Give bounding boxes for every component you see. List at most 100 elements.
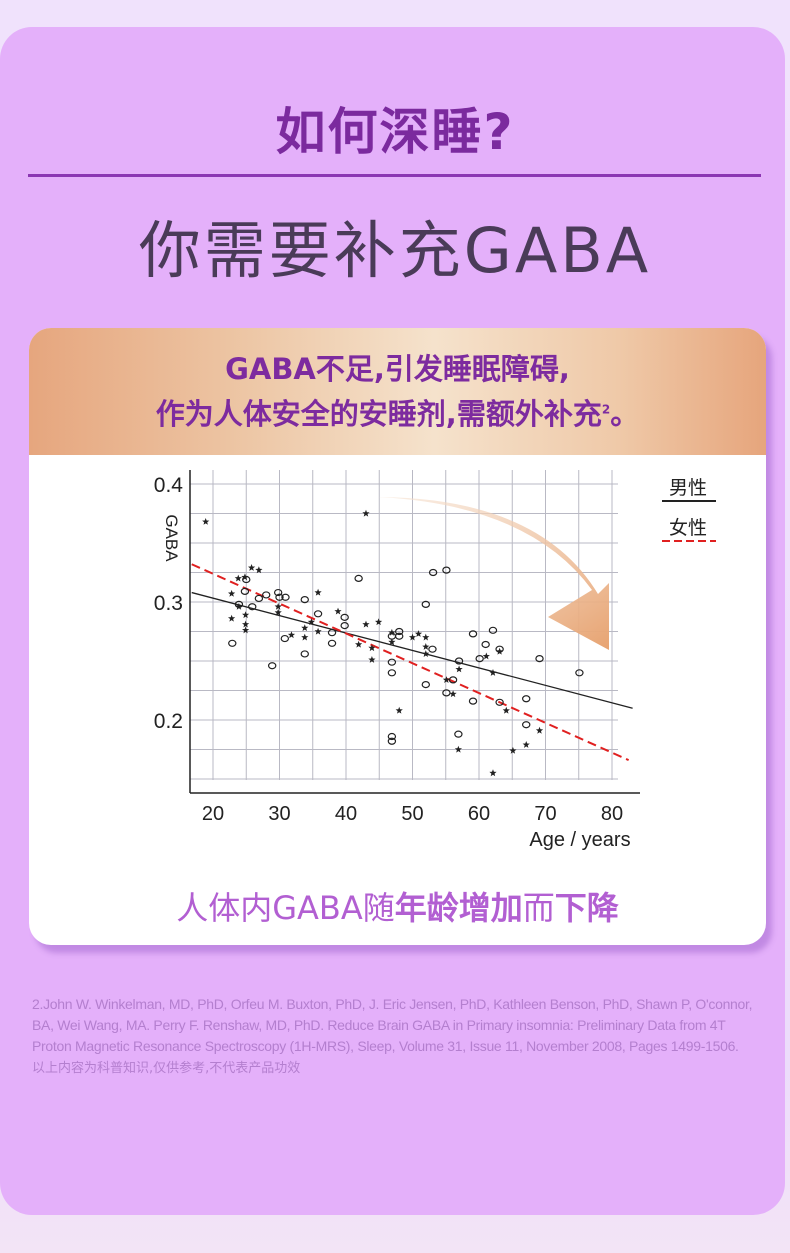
data-point-star [422,643,430,650]
data-point-star [242,626,250,634]
headline-2: 作为人体安全的安睡剂,需额外补充2。 [29,391,766,433]
x-axis-label: Age / years [529,829,630,851]
data-point-circle [387,732,397,741]
data-point-star [522,741,530,748]
data-point-circle [228,639,237,647]
citation: 2.John W. Winkelman, MD, PhD, Orfeu M. B… [32,996,753,1054]
data-point-star [301,624,309,631]
data-point-circle [495,645,504,653]
headline-1: GABA不足,引发睡眠障碍, [225,352,570,386]
data-point-star [228,589,236,597]
data-point-circle [281,593,290,601]
x-tick-label: 20 [202,803,224,825]
data-point-circle [468,697,478,705]
caption-part: 人体内GABA随 [176,889,395,927]
caption-part: 而 [522,889,555,927]
footer: 2.John W. Winkelman, MD, PhD, Orfeu M. B… [32,994,767,1079]
trend-line-male [191,591,633,709]
data-point-circle [575,669,584,677]
data-point-circle [240,587,250,595]
x-tick-label: 60 [468,803,490,825]
data-point-circle [421,680,430,689]
data-point-circle [267,662,277,670]
data-point-star [202,518,210,525]
data-point-star [362,509,370,517]
data-point-circle [242,575,251,584]
data-point-star [449,690,457,698]
x-tick-label: 40 [335,803,357,825]
card-header: GABA不足,引发睡眠障碍, 作为人体安全的安睡剂,需额外补充2。 [29,328,766,455]
data-point-star [388,638,396,646]
data-point-circle [327,639,337,647]
data-point-circle [454,657,464,665]
data-point-circle [495,698,504,706]
data-point-circle [327,629,337,637]
data-point-star [395,706,403,714]
data-point-circle [300,596,309,604]
x-tick-label: 80 [601,803,623,825]
data-point-circle [442,689,451,697]
data-point-star [414,630,423,637]
data-point-star [496,647,504,655]
data-point-star [234,574,242,582]
gaba-age-scatter-chart: 20 30 40 50 60 70 80 0.2 0.3 0.4 GABA Age / years… [154,470,716,851]
data-point-circle [454,730,463,738]
headline-2-end: 。 [610,397,640,431]
data-point-star [242,611,250,619]
data-point-star [287,631,296,639]
chart-card: GABA不足,引发睡眠障碍, 作为人体安全的安睡剂,需额外补充2。 人体内GAB… [29,328,766,945]
data-point-circle [234,600,244,608]
data-point-circle [428,568,438,577]
y-tick-label: 0.4 [154,474,184,497]
data-point-circle [387,669,397,677]
data-point-circle [280,634,290,643]
data-point-star [375,618,383,626]
data-point-star [422,633,430,641]
data-point-circle [448,676,458,684]
headline-2-text: 作为人体安全的安睡剂,需额外补充 [155,397,602,431]
data-point-star [301,633,309,641]
data-point-circle [313,610,323,618]
y-tick-label: 0.2 [154,710,183,733]
data-point-star [274,602,282,610]
data-point-star [368,644,376,652]
page-title: 如何深睡? [275,103,515,161]
legend-female-label: 女性 [669,517,707,539]
data-point-star [482,652,490,660]
data-point-circle [395,632,404,640]
data-point-circle [300,650,309,658]
page-subtitle: 你需要补充GABA [138,214,652,287]
data-point-star [422,650,430,657]
data-point-circle [387,658,397,666]
y-tick-label: 0.3 [154,592,183,615]
data-point-star [368,656,376,663]
data-point-circle [442,566,451,574]
data-point-star [355,640,363,648]
axes: 20 30 40 50 60 70 80 0.2 0.3 0.4 [154,470,640,825]
data-point-star [228,614,236,622]
data-point-star [274,608,282,616]
data-point-circle [522,695,531,703]
legend-male-label: 男性 [669,477,707,499]
data-point-circle [340,621,349,630]
data-point-circle [488,626,498,634]
y-axis-label: GABA [162,514,181,562]
data-point-star [248,564,256,571]
data-point-circle [395,627,404,636]
data-point-circle [340,613,349,621]
data-point-circle [522,721,531,729]
data-point-star [334,607,342,615]
data-point-star [455,665,463,673]
x-tick-label: 70 [534,803,556,825]
data-point-circle [273,588,283,597]
title-divider [28,174,761,177]
data-point-star [489,769,497,777]
data-point-star [314,588,322,596]
data-point-star [307,618,315,626]
data-point-circle [275,593,284,601]
data-points [202,509,584,777]
data-point-star [235,602,243,610]
caption-part-bold: 年龄增加 [394,889,523,927]
data-point-star [388,628,396,636]
data-point-star [535,726,544,734]
